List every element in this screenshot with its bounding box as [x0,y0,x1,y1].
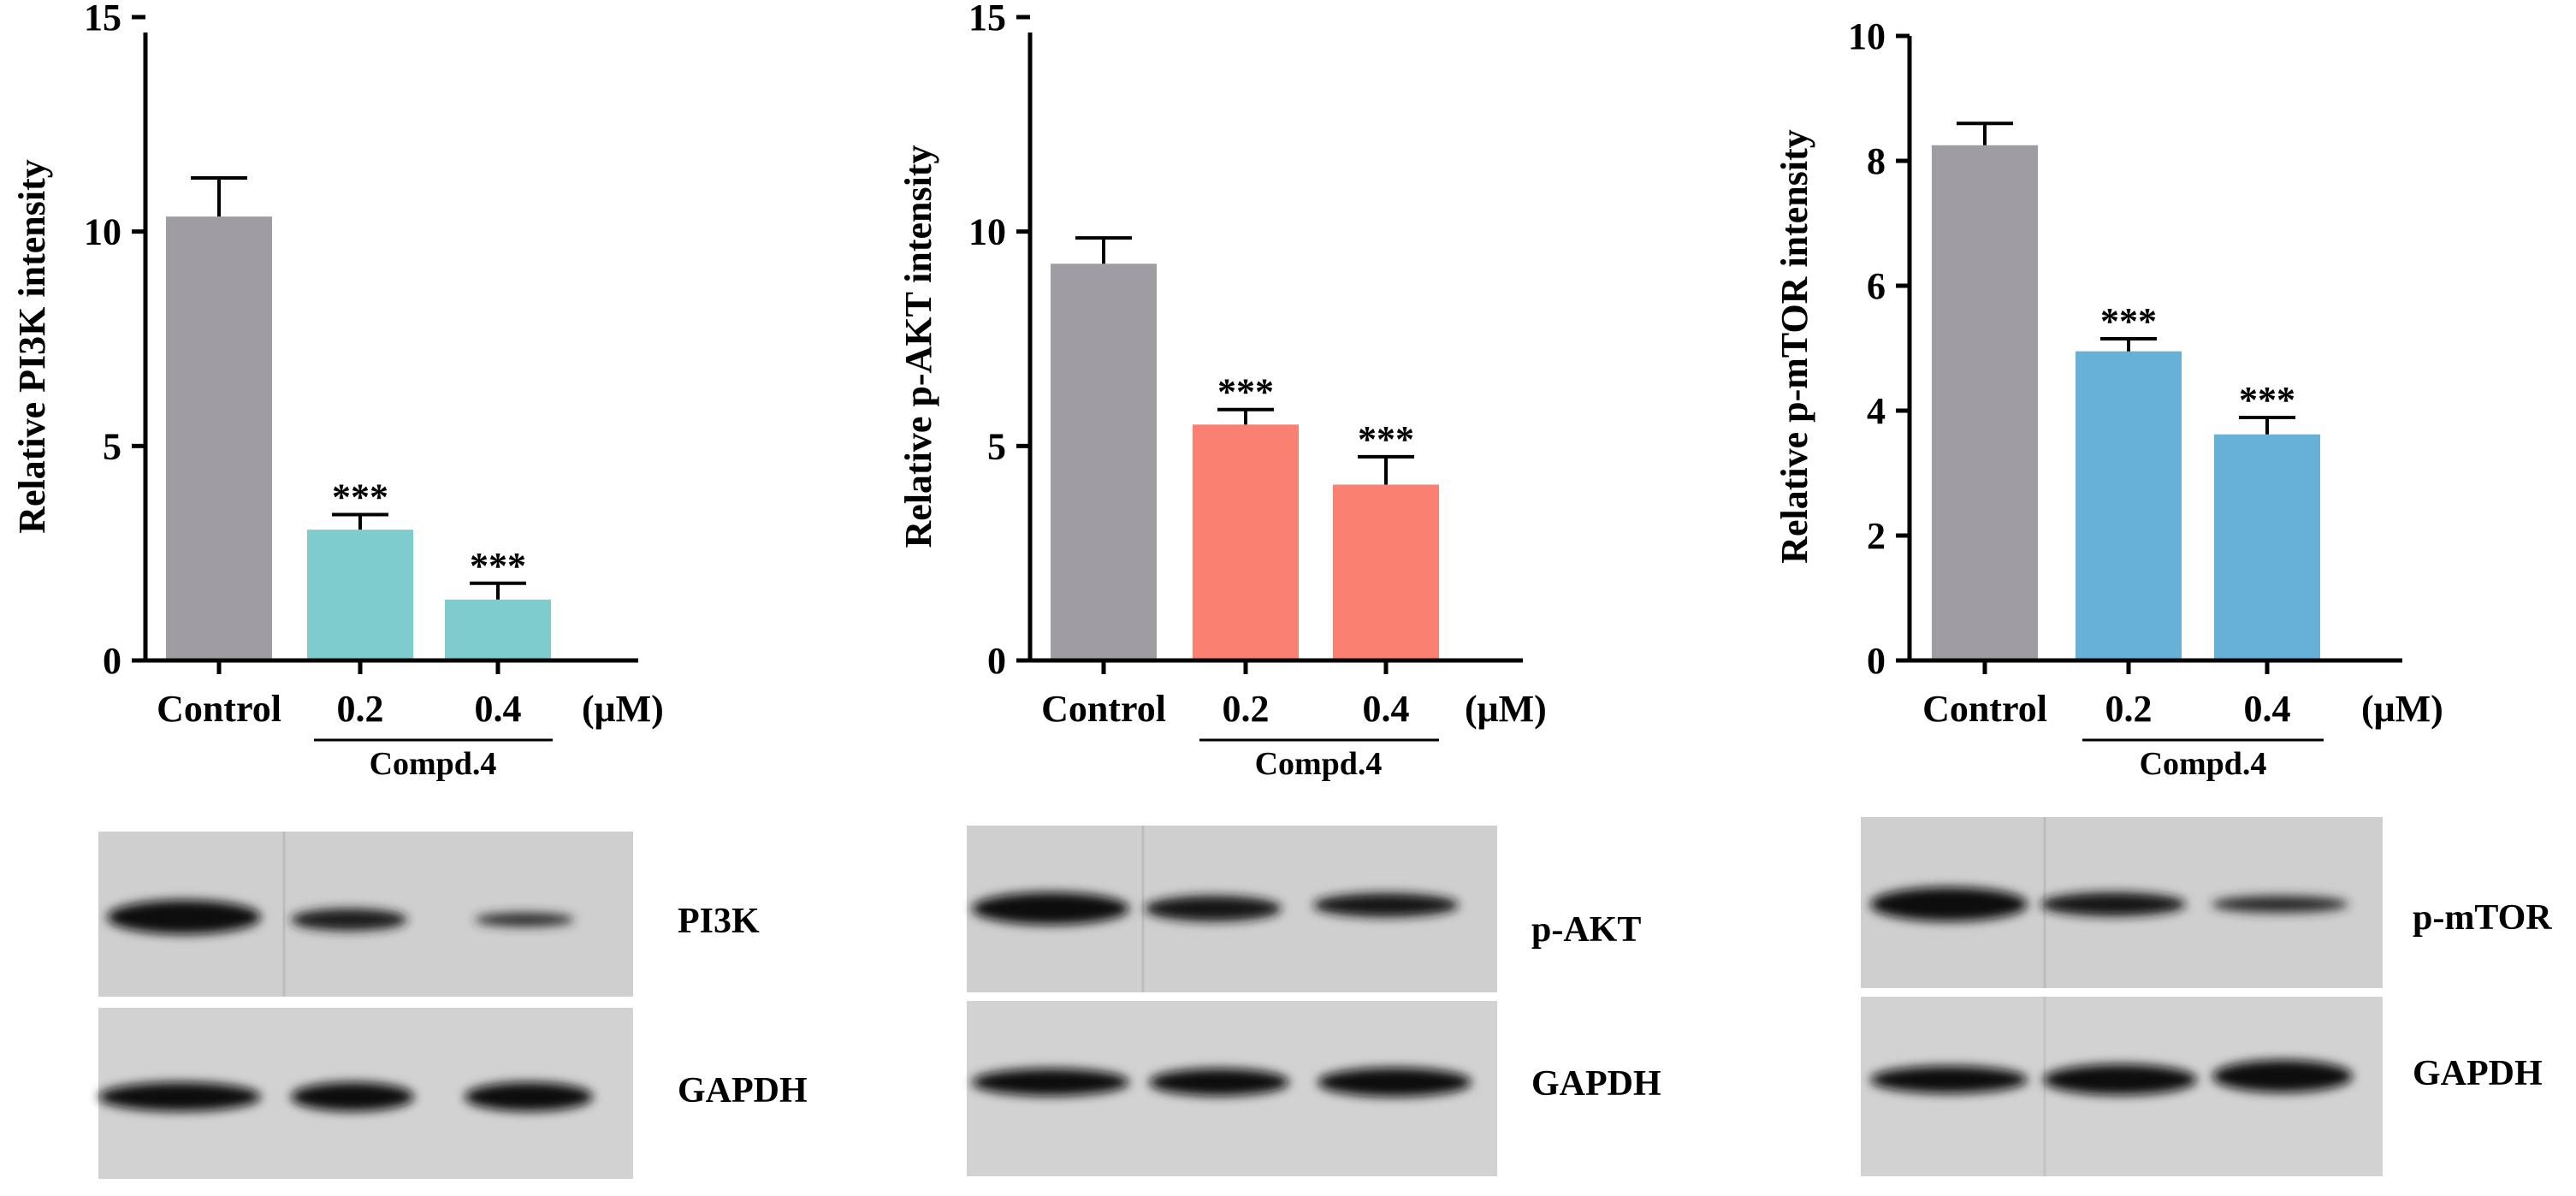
x-tick-label-dose-1: 0.2 [2105,688,2153,730]
blot-target-label: p-AKT [1531,910,1641,950]
blot-control-label: GAPDH [1531,1064,1661,1104]
blot-band [107,900,261,934]
y-tick-label: 0 [1867,640,1886,682]
bar [1333,484,1439,660]
x-tick-label-dose-2: 0.4 [475,688,522,730]
blot-band [465,1082,593,1111]
y-axis-label: Relative p-AKT intensity [897,145,939,548]
x-ticks [1101,660,1389,674]
bar [166,216,272,660]
blot-control-label: GAPDH [2413,1054,2543,1093]
chart-pi3k: Relative PI3K intensity 0 5 10 15 *** *** Co… [11,0,664,782]
blot-target-label: p-mTOR [2413,898,2552,938]
significance-mark: *** [1358,418,1414,460]
y-tick-label: 4 [1867,390,1886,432]
blot-band [1870,1066,2028,1093]
x-tick-label-dose-2: 0.4 [2244,688,2291,730]
y-tick-label: 10 [1848,15,1886,57]
x-tick-label-control: Control [1922,688,2047,730]
unit-label: (μM) [1465,688,1547,730]
y-axis-label: Relative PI3K intensity [11,159,53,534]
western-blot-p-akt: p-AKT GAPDH [967,826,1661,1176]
blot-band [1870,887,2028,921]
bar [1193,424,1299,660]
significance-mark: *** [1217,371,1274,413]
bar [2214,434,2320,660]
blot-target-label: PI3K [678,902,760,941]
bars: *** *** [1932,121,2320,660]
bars: *** *** [166,176,551,660]
x-ticks [216,660,500,674]
blot-band [1145,896,1282,921]
y-axis-label: Relative p-mTOR intensity [1774,129,1815,564]
significance-mark: *** [2100,300,2157,342]
blot-band [291,1082,414,1111]
group-label: Compd.4 [370,746,497,782]
bar [307,530,413,660]
blot-control-label: GAPDH [678,1071,808,1110]
x-tick-label-control: Control [1041,688,1166,730]
panel-p-akt: Relative p-AKT intensity 0 5 10 15 *** *** C… [897,0,1661,1176]
bar [445,599,551,660]
y-tick-label: 5 [103,425,121,467]
y-tick-label: 0 [987,640,1006,682]
x-tick-label-dose-2: 0.4 [1363,688,1410,730]
y-tick-label: 15 [968,0,1006,38]
blot-band [2212,1060,2353,1092]
y-tick-label: 10 [84,211,121,253]
x-ticks [1982,660,2270,674]
blot-band [972,892,1129,925]
blot-band [1313,893,1459,917]
unit-label: (μM) [2361,688,2443,730]
blot-band [1149,1069,1289,1096]
y-tick-label: 5 [987,425,1006,467]
group-label: Compd.4 [1255,746,1383,782]
significance-mark: *** [470,545,526,587]
y-ticks: 0 5 10 15 [84,0,145,682]
bar [1932,145,2038,660]
blot-band [1318,1068,1472,1097]
x-tick-label-dose-1: 0.2 [337,688,384,730]
bar [2076,351,2182,660]
blot-band [475,913,574,927]
y-ticks: 0 5 10 15 [968,0,1030,682]
y-tick-label: 10 [968,211,1006,253]
blot-band [2040,892,2186,916]
unit-label: (μM) [582,688,664,730]
blot-band [972,1069,1129,1096]
y-tick-label: 2 [1867,515,1886,557]
bar [1051,263,1157,660]
y-tick-label: 6 [1867,265,1886,307]
x-tick-label-control: Control [157,688,281,730]
group-label: Compd.4 [2140,746,2267,782]
x-tick-label-dose-1: 0.2 [1223,688,1270,730]
y-tick-label: 15 [84,0,121,38]
significance-mark: *** [332,477,388,518]
bars: *** *** [1051,236,1439,660]
blot-band [2212,896,2348,913]
western-blot-pi3k: PI3K GAPDH [98,832,808,1179]
blot-band [98,1082,261,1111]
panel-pi3k: Relative PI3K intensity 0 5 10 15 *** *** Co… [11,0,808,1179]
y-tick-label: 8 [1867,140,1886,182]
blot-band [2043,1064,2197,1095]
blot-band [291,909,407,931]
western-blot-p-mtor: p-mTOR GAPDH [1861,817,2552,1176]
significance-mark: *** [2239,379,2295,421]
y-tick-label: 0 [103,640,121,682]
chart-p-akt: Relative p-AKT intensity 0 5 10 15 *** *** C… [897,0,1547,782]
y-ticks: 0 2 4 6 8 10 [1848,15,1910,682]
